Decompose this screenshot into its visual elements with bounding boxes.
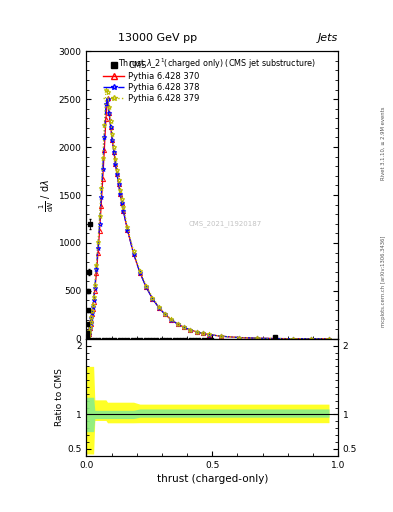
Point — [103, 335, 109, 343]
Point — [199, 335, 206, 343]
Point — [141, 335, 148, 343]
Point — [96, 335, 103, 343]
Point — [154, 335, 161, 343]
Point — [93, 335, 99, 343]
Point — [83, 335, 90, 343]
Point — [109, 335, 116, 343]
Y-axis label: Ratio to CMS: Ratio to CMS — [55, 368, 64, 426]
Text: Rivet 3.1.10, ≥ 2.9M events: Rivet 3.1.10, ≥ 2.9M events — [381, 106, 386, 180]
Point — [138, 335, 144, 343]
Point — [148, 335, 154, 343]
Point — [125, 335, 132, 343]
Point — [161, 335, 167, 343]
Point — [112, 335, 119, 343]
Y-axis label: $\frac{1}{\mathrm{d}N}$ / $\mathrm{d}\lambda$: $\frac{1}{\mathrm{d}N}$ / $\mathrm{d}\la… — [38, 179, 56, 211]
Point — [135, 335, 141, 343]
Text: mcplots.cern.ch [arXiv:1306.3436]: mcplots.cern.ch [arXiv:1306.3436] — [381, 236, 386, 327]
Point — [180, 335, 186, 343]
Text: Jets: Jets — [318, 33, 338, 44]
Point — [196, 335, 202, 343]
Text: CMS_2021_I1920187: CMS_2021_I1920187 — [188, 220, 261, 227]
Text: Thrust $\lambda$_2$^{1}$(charged only) (CMS jet substructure): Thrust $\lambda$_2$^{1}$(charged only) (… — [118, 57, 316, 71]
Point — [106, 335, 112, 343]
Point — [203, 335, 209, 343]
Point — [190, 335, 196, 343]
Point — [164, 335, 170, 343]
Text: 13000 GeV pp: 13000 GeV pp — [118, 33, 197, 44]
Point — [145, 335, 151, 343]
Point — [119, 335, 125, 343]
Point — [151, 335, 157, 343]
Point — [206, 335, 212, 343]
Point — [116, 335, 122, 343]
Point — [132, 335, 138, 343]
Point — [167, 335, 173, 343]
Point — [86, 335, 93, 343]
Point — [209, 335, 215, 343]
Point — [99, 335, 106, 343]
Point — [129, 335, 135, 343]
Point — [177, 335, 183, 343]
Legend: CMS, Pythia 6.428 370, Pythia 6.428 378, Pythia 6.428 379: CMS, Pythia 6.428 370, Pythia 6.428 378,… — [103, 61, 200, 103]
Point — [122, 335, 128, 343]
Point — [174, 335, 180, 343]
Point — [183, 335, 189, 343]
Point — [90, 335, 96, 343]
Point — [187, 335, 193, 343]
Point — [158, 335, 164, 343]
Point — [171, 335, 177, 343]
X-axis label: thrust (charged-only): thrust (charged-only) — [156, 474, 268, 484]
Point — [193, 335, 199, 343]
